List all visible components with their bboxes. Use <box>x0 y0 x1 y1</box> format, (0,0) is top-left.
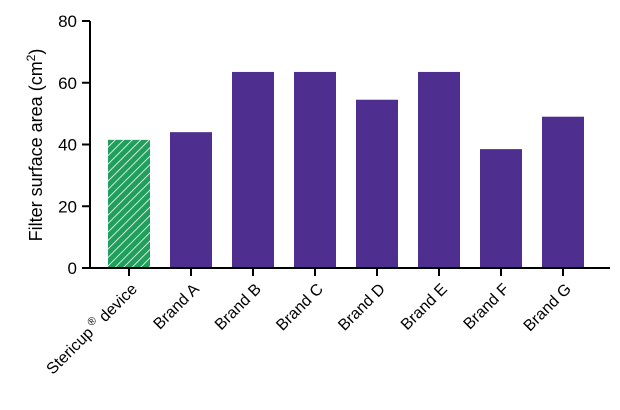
x-tick-label: Brand E <box>398 281 451 334</box>
x-tick-label: Stericup® device <box>41 279 140 378</box>
y-tick-label: 0 <box>68 259 77 278</box>
y-tick-label: 40 <box>58 136 77 155</box>
x-tick-label: Brand D <box>335 281 389 335</box>
x-tick-label: Brand G <box>521 281 575 335</box>
bar-brand-c <box>294 71 336 268</box>
bar-brand-a <box>170 132 212 268</box>
x-tick-label: Brand A <box>151 281 204 334</box>
bar-stericup <box>108 139 150 268</box>
axes <box>82 20 610 276</box>
x-tick-label: Brand B <box>212 281 265 334</box>
y-tick-label: 80 <box>58 12 77 31</box>
bar-brand-d <box>356 99 398 268</box>
x-tick-label: Brand C <box>273 281 327 335</box>
bar-brand-e <box>418 71 460 268</box>
bar-brand-b <box>232 71 274 268</box>
bar-brand-g <box>542 116 584 269</box>
y-axis-title: Filter surface area (cm2) <box>24 49 46 242</box>
y-tick-label: 20 <box>58 197 77 216</box>
y-tick-label: 60 <box>58 74 77 93</box>
bars <box>108 71 584 269</box>
x-tick-label: Brand F <box>461 281 513 333</box>
bar-brand-f <box>480 149 522 268</box>
